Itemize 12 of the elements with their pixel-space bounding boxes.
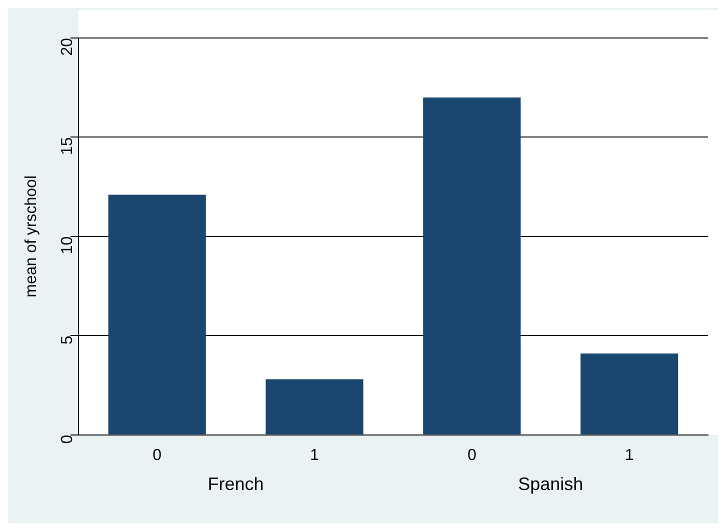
text: Spanish bbox=[518, 474, 584, 494]
y-tick-label: 15 bbox=[58, 137, 76, 155]
y-tick-label: 20 bbox=[58, 38, 76, 56]
text: French bbox=[208, 474, 264, 494]
y-axis-title: mean of yrschool bbox=[23, 175, 40, 298]
x-tick-label: 0 bbox=[152, 446, 162, 464]
y-tick-label: 5 bbox=[58, 336, 76, 345]
y-tick-label: 10 bbox=[58, 236, 76, 254]
x-tick-label: 1 bbox=[310, 446, 320, 464]
y-tick-label: 0 bbox=[58, 434, 76, 444]
x-tick-label: 1 bbox=[624, 446, 634, 464]
x-tick-label: 0 bbox=[467, 446, 476, 464]
